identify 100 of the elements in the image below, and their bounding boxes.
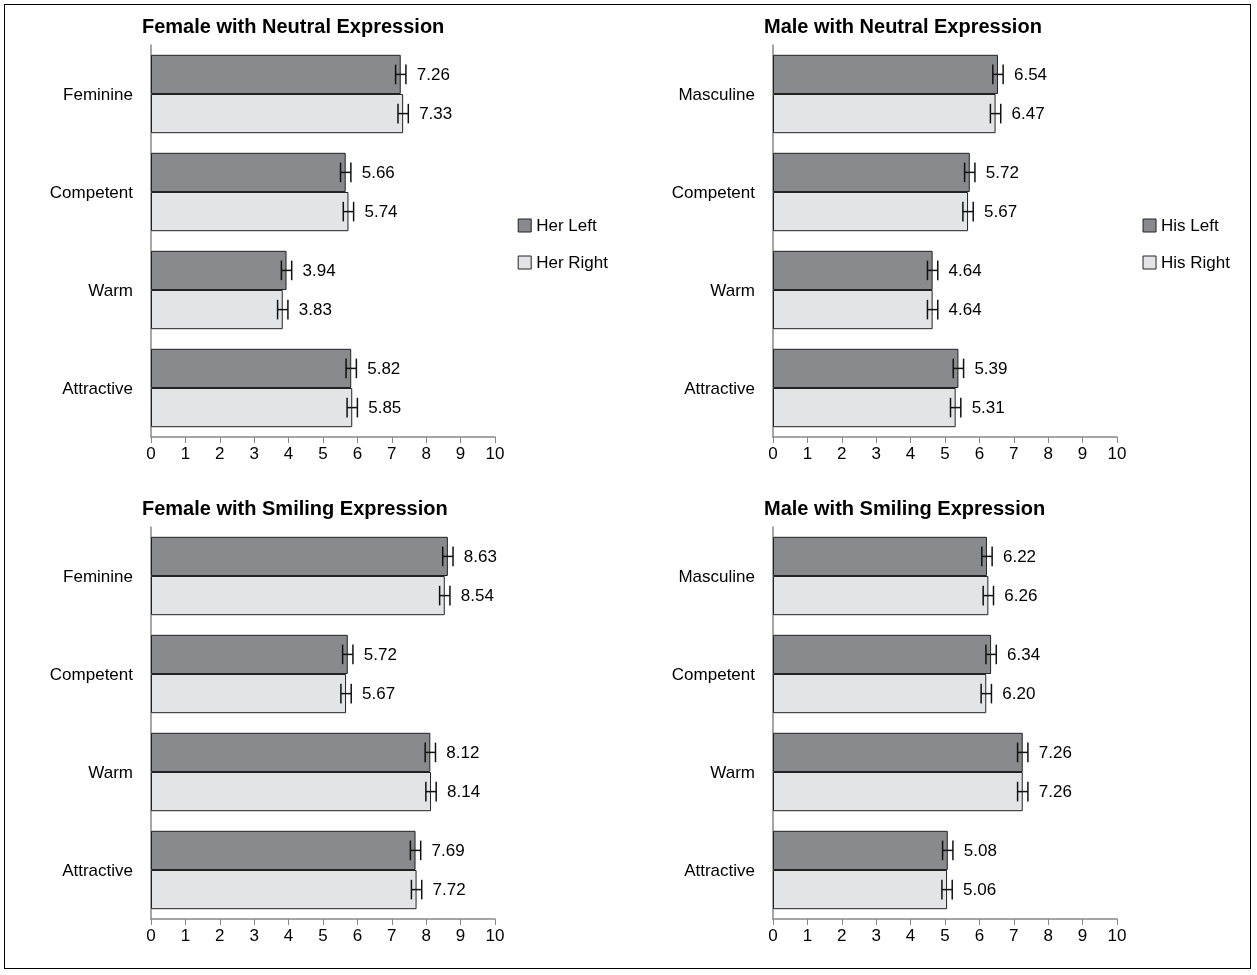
data-label: 8.63 bbox=[463, 546, 497, 566]
data-label: 5.06 bbox=[963, 880, 997, 900]
x-tick-label: 5 bbox=[940, 926, 950, 945]
data-label: 6.26 bbox=[1004, 586, 1038, 606]
y-tick-label: Masculine bbox=[678, 84, 755, 104]
data-label: 7.26 bbox=[416, 64, 450, 84]
x-tick-label: 1 bbox=[802, 926, 813, 945]
data-label: 3.83 bbox=[298, 300, 332, 320]
x-tick-label: 7 bbox=[1009, 444, 1019, 463]
data-label: 5.82 bbox=[367, 358, 401, 378]
x-tick-label: 8 bbox=[421, 926, 431, 945]
x-tick-label: 4 bbox=[283, 444, 294, 463]
x-tick-label: 5 bbox=[318, 444, 328, 463]
x-tick-label: 0 bbox=[768, 926, 778, 945]
x-tick-label: 0 bbox=[146, 926, 156, 945]
x-tick-label: 3 bbox=[249, 444, 259, 463]
x-tick-label: 5 bbox=[940, 444, 950, 463]
data-label: 5.74 bbox=[364, 202, 398, 222]
data-label: 7.33 bbox=[419, 104, 453, 124]
x-tick-label: 9 bbox=[455, 926, 466, 945]
data-label: 7.26 bbox=[1038, 742, 1072, 762]
legend-label: His Left bbox=[1161, 216, 1219, 235]
x-tick-label: 6 bbox=[974, 926, 985, 945]
chart-title: Female with Neutral Expression bbox=[142, 15, 445, 37]
chart-title: Male with Smiling Expression bbox=[764, 497, 1046, 519]
x-tick-label: 6 bbox=[352, 444, 363, 463]
y-tick-label: Attractive bbox=[62, 378, 133, 398]
y-tick-label: Competent bbox=[671, 664, 756, 684]
x-tick-label: 5 bbox=[318, 926, 328, 945]
legend-label: Her Left bbox=[536, 216, 597, 235]
data-label: 5.67 bbox=[362, 684, 396, 704]
data-label: 5.39 bbox=[974, 358, 1008, 378]
legend-label: His Right bbox=[1161, 253, 1231, 272]
data-label: 6.54 bbox=[1013, 64, 1048, 84]
x-tick-label: 3 bbox=[871, 926, 881, 945]
x-tick-label: 1 bbox=[180, 444, 191, 463]
data-label: 5.72 bbox=[985, 162, 1019, 182]
chart-title: Male with Neutral Expression bbox=[764, 15, 1042, 37]
y-tick-label: Warm bbox=[710, 762, 755, 782]
data-label: 5.85 bbox=[368, 398, 402, 418]
x-tick-label: 4 bbox=[905, 926, 916, 945]
x-tick-label: 10 bbox=[485, 444, 505, 463]
y-tick-label: Competent bbox=[49, 664, 134, 684]
y-tick-label: Warm bbox=[710, 280, 755, 300]
x-tick-label: 3 bbox=[871, 444, 881, 463]
y-tick-label: Attractive bbox=[684, 860, 755, 880]
x-tick-label: 1 bbox=[180, 926, 191, 945]
x-tick-label: 7 bbox=[387, 444, 397, 463]
x-tick-label: 0 bbox=[768, 444, 778, 463]
data-label: 8.12 bbox=[446, 742, 480, 762]
x-tick-label: 10 bbox=[485, 926, 505, 945]
y-tick-label: Masculine bbox=[678, 566, 755, 586]
x-tick-label: 4 bbox=[283, 926, 294, 945]
x-tick-label: 6 bbox=[352, 926, 363, 945]
data-label: 4.64 bbox=[948, 260, 982, 280]
x-tick-label: 9 bbox=[1077, 926, 1088, 945]
x-tick-label: 7 bbox=[387, 926, 397, 945]
data-label: 6.22 bbox=[1002, 546, 1037, 566]
data-label: 5.08 bbox=[963, 840, 997, 860]
data-label: 5.31 bbox=[971, 398, 1005, 418]
chart-title: Female with Smiling Expression bbox=[142, 497, 448, 519]
x-tick-label: 1 bbox=[802, 444, 813, 463]
x-tick-label: 9 bbox=[455, 444, 466, 463]
x-tick-label: 2 bbox=[215, 926, 225, 945]
x-tick-label: 4 bbox=[905, 444, 916, 463]
x-tick-label: 8 bbox=[421, 444, 431, 463]
data-label: 7.26 bbox=[1038, 782, 1072, 802]
y-tick-label: Competent bbox=[49, 182, 134, 202]
data-label: 5.67 bbox=[984, 202, 1018, 222]
x-tick-label: 2 bbox=[837, 926, 847, 945]
x-tick-label: 3 bbox=[249, 926, 259, 945]
data-label: 6.47 bbox=[1011, 104, 1045, 124]
data-label: 6.34 bbox=[1007, 644, 1041, 664]
y-tick-label: Attractive bbox=[62, 860, 133, 880]
x-tick-label: 9 bbox=[1077, 444, 1088, 463]
data-label: 7.72 bbox=[432, 880, 466, 900]
x-tick-label: 6 bbox=[974, 444, 985, 463]
x-tick-label: 0 bbox=[146, 444, 156, 463]
data-label: 8.54 bbox=[460, 586, 494, 606]
y-tick-label: Competent bbox=[671, 182, 756, 202]
y-tick-label: Warm bbox=[88, 762, 133, 782]
x-tick-label: 7 bbox=[1009, 926, 1019, 945]
y-tick-label: Attractive bbox=[684, 378, 755, 398]
y-tick-label: Feminine bbox=[63, 84, 133, 104]
data-label: 3.94 bbox=[302, 260, 336, 280]
data-label: 5.66 bbox=[361, 162, 395, 182]
data-label: 5.72 bbox=[363, 644, 397, 664]
y-tick-label: Warm bbox=[88, 280, 133, 300]
x-tick-label: 8 bbox=[1043, 444, 1053, 463]
y-tick-label: Feminine bbox=[63, 566, 133, 586]
x-tick-label: 2 bbox=[215, 444, 225, 463]
x-tick-label: 10 bbox=[1107, 926, 1127, 945]
x-tick-label: 8 bbox=[1043, 926, 1053, 945]
data-label: 6.20 bbox=[1002, 684, 1036, 704]
x-tick-label: 2 bbox=[837, 444, 847, 463]
x-tick-label: 10 bbox=[1107, 444, 1127, 463]
data-label: 7.69 bbox=[431, 840, 465, 860]
legend-label: Her Right bbox=[536, 253, 609, 272]
data-label: 4.64 bbox=[948, 300, 982, 320]
data-label: 8.14 bbox=[447, 782, 481, 802]
